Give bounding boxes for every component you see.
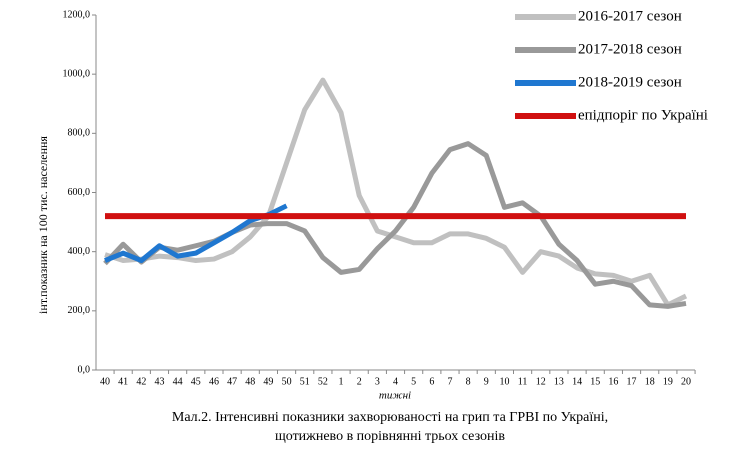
x-tick-label: 16 xyxy=(608,376,618,387)
x-tick-label: 9 xyxy=(484,376,489,387)
x-axis-label: тижні xyxy=(379,390,411,402)
x-tick-label: 5 xyxy=(411,376,416,387)
x-tick-label: 51 xyxy=(300,376,310,387)
x-tick-label: 15 xyxy=(590,376,600,387)
series-line xyxy=(104,77,688,308)
x-tick-label: 43 xyxy=(154,376,164,387)
legend-label: 2018-2019 сезон xyxy=(578,74,682,90)
y-tick-label: 800,0 xyxy=(68,128,91,139)
x-tick-label: 8 xyxy=(466,376,471,387)
x-tick-label: 44 xyxy=(173,376,183,387)
x-tick-label: 47 xyxy=(227,376,237,387)
x-tick-label: 18 xyxy=(645,376,655,387)
y-axis-label: інт.показник на 100 тис. населення xyxy=(36,136,50,314)
x-tick-label: 3 xyxy=(375,376,380,387)
x-tick-label: 40 xyxy=(100,376,110,387)
y-tick-label: 1000,0 xyxy=(63,68,91,79)
x-tick-label: 41 xyxy=(118,376,128,387)
y-tick-label: 400,0 xyxy=(68,246,91,257)
x-tick-label: 48 xyxy=(245,376,255,387)
legend-label: 2017-2018 сезон xyxy=(578,41,682,57)
x-tick-label: 1 xyxy=(339,376,344,387)
x-tick-label: 14 xyxy=(572,376,582,387)
legend-label: епідпоріг по Україні xyxy=(578,107,708,123)
x-tick-label: 2 xyxy=(357,376,362,387)
x-tick-label: 19 xyxy=(663,376,673,387)
y-tick-label: 600,0 xyxy=(68,187,91,198)
x-tick-label: 42 xyxy=(136,376,146,387)
x-tick-label: 20 xyxy=(681,376,691,387)
x-tick-label: 4 xyxy=(393,376,398,387)
x-tick-label: 50 xyxy=(282,376,292,387)
x-tick-label: 52 xyxy=(318,376,328,387)
x-tick-label: 10 xyxy=(499,376,509,387)
x-tick-label: 46 xyxy=(209,376,219,387)
legend-label: 2016-2017 сезон xyxy=(578,8,682,24)
x-tick-label: 12 xyxy=(536,376,546,387)
x-tick-label: 49 xyxy=(263,376,273,387)
x-tick-label: 45 xyxy=(191,376,201,387)
x-tick-label: 13 xyxy=(554,376,564,387)
caption: щотижнево в порівнянні трьох сезонів xyxy=(275,429,505,444)
x-tick-label: 6 xyxy=(429,376,434,387)
series-line xyxy=(103,141,687,309)
y-tick-label: 1200,0 xyxy=(63,9,91,20)
x-tick-label: 7 xyxy=(447,376,452,387)
y-tick-label: 200,0 xyxy=(68,305,91,316)
caption: Мал.2. Інтенсивні показники захворюванос… xyxy=(172,410,608,425)
x-tick-label: 11 xyxy=(518,376,528,387)
y-tick-label: 0,0 xyxy=(78,364,91,375)
x-tick-label: 17 xyxy=(627,376,637,387)
